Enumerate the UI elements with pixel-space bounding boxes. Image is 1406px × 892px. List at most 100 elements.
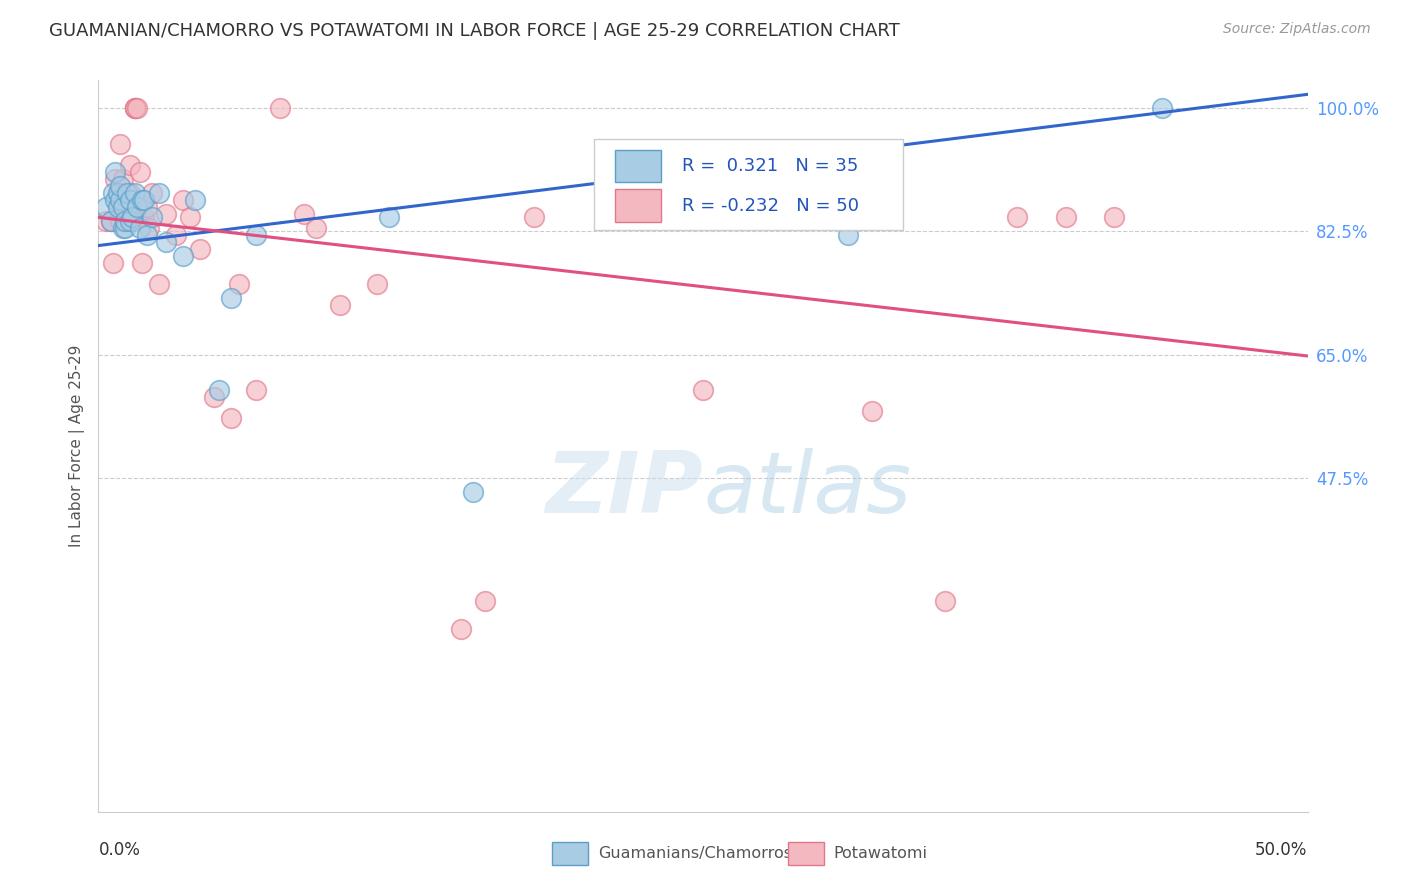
Point: [523, 211, 546, 225]
Point: [1054, 211, 1077, 225]
Point: [101, 186, 124, 200]
Text: 50.0%: 50.0%: [1256, 841, 1308, 859]
Point: [128, 221, 150, 235]
Point: [165, 227, 187, 242]
Point: [121, 214, 143, 228]
Point: [837, 227, 859, 242]
Point: [188, 242, 211, 256]
Text: Source: ZipAtlas.com: Source: ZipAtlas.com: [1223, 22, 1371, 37]
Text: 0.0%: 0.0%: [98, 841, 141, 859]
Point: [108, 193, 131, 207]
Point: [114, 221, 136, 235]
Point: [100, 214, 122, 228]
Point: [107, 186, 129, 200]
Point: [131, 256, 153, 270]
Point: [118, 193, 141, 207]
Point: [204, 390, 226, 404]
Text: R =  0.321   N = 35: R = 0.321 N = 35: [682, 157, 859, 175]
Point: [221, 410, 243, 425]
Point: [131, 193, 153, 207]
Point: [128, 164, 150, 178]
Point: [155, 235, 177, 249]
Point: [463, 484, 485, 499]
Point: [135, 200, 157, 214]
Point: [172, 249, 194, 263]
Point: [1007, 211, 1029, 225]
Point: [111, 200, 134, 214]
Point: [114, 214, 136, 228]
FancyBboxPatch shape: [551, 842, 588, 865]
Point: [124, 102, 146, 116]
Point: [1102, 211, 1125, 225]
Point: [107, 200, 129, 214]
Point: [269, 102, 291, 116]
Point: [108, 178, 131, 193]
Point: [245, 227, 267, 242]
Point: [179, 211, 201, 225]
Point: [305, 221, 328, 235]
Point: [292, 207, 315, 221]
Point: [141, 186, 163, 200]
FancyBboxPatch shape: [614, 189, 661, 222]
Point: [138, 221, 160, 235]
Point: [329, 298, 352, 312]
Point: [1152, 102, 1174, 116]
Point: [134, 211, 156, 225]
Point: [813, 211, 835, 225]
Point: [184, 193, 207, 207]
Point: [118, 158, 141, 172]
Point: [148, 186, 170, 200]
Point: [474, 593, 496, 607]
Point: [118, 214, 141, 228]
Point: [127, 102, 149, 116]
Point: [124, 102, 146, 116]
Point: [228, 277, 250, 292]
Point: [111, 171, 134, 186]
Point: [134, 193, 156, 207]
Point: [619, 211, 641, 225]
Point: [934, 593, 956, 607]
Text: Potawatomi: Potawatomi: [834, 846, 928, 861]
Point: [366, 277, 388, 292]
Point: [111, 221, 134, 235]
Point: [135, 227, 157, 242]
Text: R = -0.232   N = 50: R = -0.232 N = 50: [682, 196, 859, 215]
Point: [111, 207, 134, 221]
Point: [155, 207, 177, 221]
Text: atlas: atlas: [703, 449, 911, 532]
Point: [121, 211, 143, 225]
Point: [117, 186, 139, 200]
Point: [127, 200, 149, 214]
Point: [860, 404, 883, 418]
Point: [245, 383, 267, 397]
Point: [107, 186, 129, 200]
Point: [108, 136, 131, 151]
Point: [100, 214, 122, 228]
Text: GUAMANIAN/CHAMORRO VS POTAWATOMI IN LABOR FORCE | AGE 25-29 CORRELATION CHART: GUAMANIAN/CHAMORRO VS POTAWATOMI IN LABO…: [49, 22, 900, 40]
Point: [124, 186, 146, 200]
Point: [101, 256, 124, 270]
FancyBboxPatch shape: [595, 139, 903, 230]
Point: [172, 193, 194, 207]
Point: [692, 383, 714, 397]
Point: [221, 291, 243, 305]
Point: [108, 214, 131, 228]
Point: [118, 186, 141, 200]
Point: [104, 171, 127, 186]
FancyBboxPatch shape: [614, 150, 661, 183]
Point: [104, 164, 127, 178]
Point: [208, 383, 231, 397]
Point: [141, 211, 163, 225]
Point: [124, 102, 146, 116]
Point: [148, 277, 170, 292]
Point: [94, 200, 117, 214]
Point: [117, 200, 139, 214]
Point: [450, 622, 472, 636]
Point: [104, 193, 127, 207]
Point: [114, 214, 136, 228]
Text: Guamanians/Chamorros: Guamanians/Chamorros: [598, 846, 792, 861]
Point: [377, 211, 399, 225]
Point: [94, 214, 117, 228]
Text: ZIP: ZIP: [546, 449, 703, 532]
Y-axis label: In Labor Force | Age 25-29: In Labor Force | Age 25-29: [69, 345, 84, 547]
